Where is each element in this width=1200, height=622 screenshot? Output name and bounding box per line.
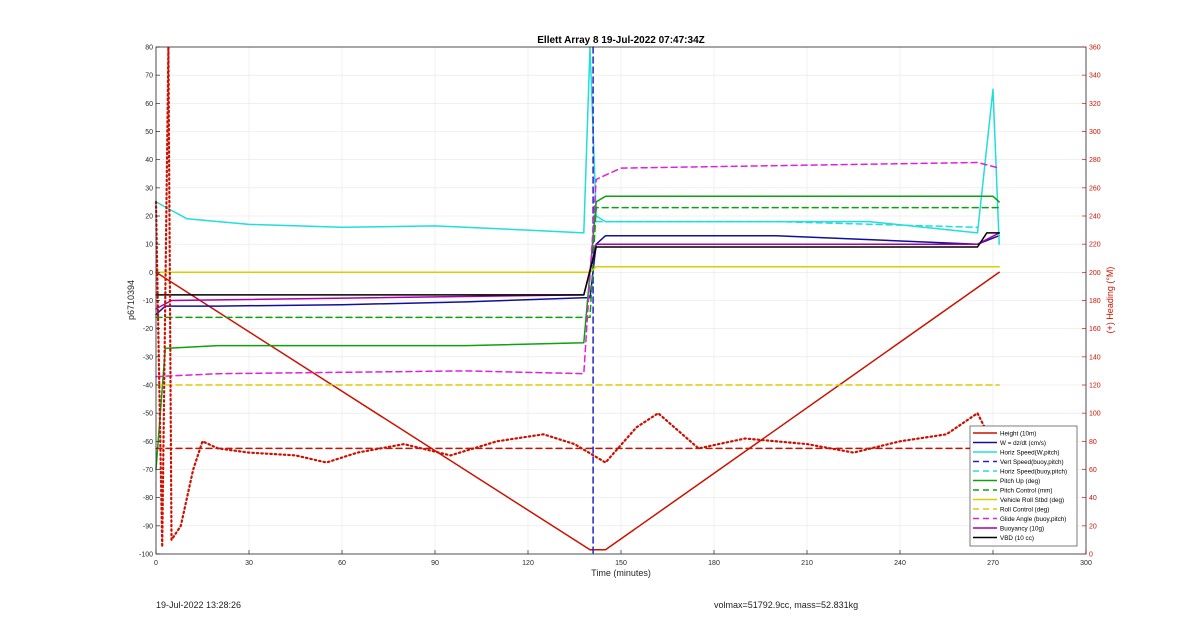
y-tick-label: -40 <box>143 383 153 390</box>
x-tick-label: 0 <box>154 560 158 567</box>
y-tick-label: 60 <box>145 101 153 108</box>
y-tick-label: 10 <box>145 242 153 249</box>
y-tick-label: 0 <box>149 270 153 277</box>
series-line <box>155 234 1000 316</box>
y2-tick-label: 80 <box>1089 439 1097 446</box>
y-axis-right: 0 20 40 60 80 100 120 140 160 180 200 220 240 260 280 3… <box>1082 45 1101 559</box>
x-tick-label: 120 <box>522 560 534 567</box>
y2-tick-label: 340 <box>1089 73 1101 80</box>
legend-label: Height (10m) <box>1000 430 1036 437</box>
y-tick-label: -30 <box>143 354 153 361</box>
y2-tick-label: 320 <box>1089 101 1101 108</box>
legend-label: Horiz Speed(W,pitch) <box>1000 449 1060 456</box>
legend-label: W = dz/dt (cm/s) <box>1000 440 1046 447</box>
x-tick-label: 30 <box>245 560 253 567</box>
y-tick-label: 20 <box>145 214 153 221</box>
summary-label: volmax=51792.9cc, mass=52.831kg <box>714 600 859 610</box>
y-axis-label: p6710394 <box>126 280 136 320</box>
legend-label: VBD (10 cc) <box>1000 535 1034 542</box>
series-line <box>155 271 1000 551</box>
y-tick-label: -90 <box>143 523 153 530</box>
series-line <box>155 206 1000 319</box>
y2-tick-label: 160 <box>1089 326 1101 333</box>
y-tick-label: -60 <box>143 439 153 446</box>
y2-tick-label: 60 <box>1089 467 1097 474</box>
y-tick-label: -20 <box>143 326 153 333</box>
y2-tick-label: 360 <box>1089 45 1101 52</box>
y-tick-label: 40 <box>145 157 153 164</box>
y2-axis-label: (+) Heading (°M) <box>1105 267 1115 334</box>
series-line <box>155 195 1000 471</box>
y2-tick-label: 20 <box>1089 523 1097 530</box>
legend-label: Roll Control (deg) <box>1000 506 1049 513</box>
series-line <box>155 265 1000 274</box>
y-tick-label: -80 <box>143 495 153 502</box>
y2-tick-label: 180 <box>1089 298 1101 305</box>
chart-title: Ellett Array 8 19-Jul-2022 07:47:34Z <box>537 35 705 46</box>
x-tick-label: 150 <box>615 560 627 567</box>
x-tick-label: 180 <box>708 560 720 567</box>
y-tick-label: -70 <box>143 467 153 474</box>
x-tick-label: 210 <box>801 560 813 567</box>
legend-label: Horiz Speed(buoy,pitch) <box>1000 468 1067 475</box>
y-tick-label: 30 <box>145 185 153 192</box>
legend-label: Vert Speed(buoy,pitch) <box>1000 459 1064 466</box>
x-axis-label: Time (minutes) <box>591 568 651 578</box>
x-tick-label: 240 <box>894 560 906 567</box>
y2-tick-label: 280 <box>1089 157 1101 164</box>
y2-tick-label: 0 <box>1089 552 1093 559</box>
y2-tick-label: 260 <box>1089 185 1101 192</box>
y2-tick-label: 240 <box>1089 214 1101 221</box>
legend: Height (10m) W = dz/dt (cm/s) Horiz Speed(… <box>969 425 1078 547</box>
series-line <box>155 46 1000 245</box>
y2-tick-label: 100 <box>1089 411 1101 418</box>
x-tick-label: 60 <box>338 560 346 567</box>
y-tick-label: 70 <box>145 73 153 80</box>
legend-box <box>969 425 1078 547</box>
x-tick-label: 90 <box>431 560 439 567</box>
x-axis: 0 30 60 90 120 150 180 210 240 270 300 <box>154 550 1092 567</box>
y2-tick-label: 120 <box>1089 383 1101 390</box>
legend-label: Pitch Up (deg) <box>1000 478 1040 485</box>
timestamp-label: 19-Jul-2022 13:28:26 <box>156 600 242 610</box>
y2-tick-label: 220 <box>1089 242 1101 249</box>
series-line <box>595 220 979 229</box>
y2-tick-label: 140 <box>1089 354 1101 361</box>
x-tick-label: 270 <box>987 560 999 567</box>
y2-tick-label: 300 <box>1089 129 1101 136</box>
legend-label: Vehicle Roll Stbd (deg) <box>1000 497 1064 504</box>
legend-label: Pitch Control (mm) <box>1000 487 1052 494</box>
y-tick-label: -50 <box>143 411 153 418</box>
y-tick-label: -100 <box>139 552 153 559</box>
y2-tick-label: 40 <box>1089 495 1097 502</box>
y-axis-left: -100-90-80-70-60-50-40-30-20-10010203040… <box>139 45 160 559</box>
legend-label: Buoyancy (10g) <box>1000 525 1044 532</box>
y-tick-label: 50 <box>145 129 153 136</box>
series-line <box>155 232 1000 296</box>
plot-area <box>154 45 1000 555</box>
y-tick-label: 80 <box>145 45 153 52</box>
series-line <box>155 161 1000 378</box>
y-tick-label: -10 <box>143 298 153 305</box>
y2-tick-label: 200 <box>1089 270 1101 277</box>
legend-label: Glide Angle (buoy,pitch) <box>1000 516 1066 523</box>
x-tick-label: 300 <box>1080 560 1092 567</box>
